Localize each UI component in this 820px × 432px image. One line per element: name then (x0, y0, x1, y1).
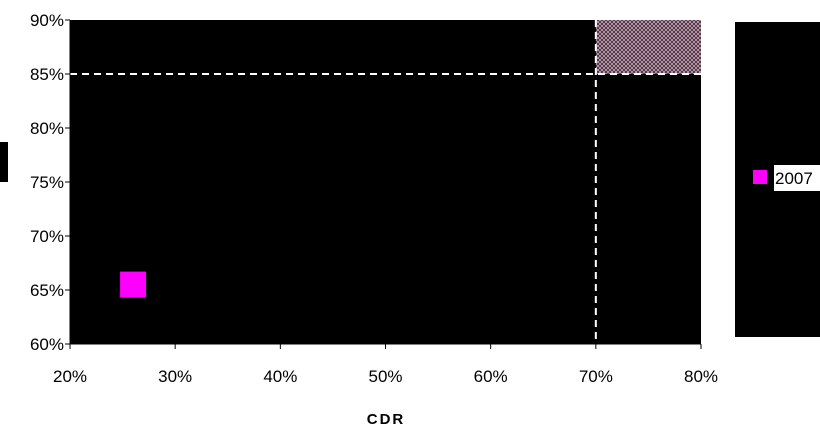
x-tick-label: 20% (53, 367, 87, 386)
y-tick-label: 65% (30, 281, 64, 300)
x-axis-title: CDR (367, 411, 406, 428)
y-tick-label: 85% (30, 65, 64, 84)
x-tick-label: 30% (158, 367, 192, 386)
legend-swatch-2007 (753, 170, 767, 184)
y-tick-label: 70% (30, 227, 64, 246)
y-tick-label: 90% (30, 11, 64, 30)
y-tick-label: 60% (30, 335, 64, 354)
x-tick-label: 40% (263, 367, 297, 386)
y-tick-label: 80% (30, 119, 64, 138)
x-tick-label: 50% (368, 367, 402, 386)
legend-label-bg (774, 165, 820, 191)
x-tick-label: 80% (684, 367, 718, 386)
x-tick-label: 60% (474, 367, 508, 386)
y-axis-title-box (0, 142, 8, 182)
data-point-2007-0 (120, 271, 147, 298)
x-tick-label: 70% (579, 367, 613, 386)
legend-label-2007: 2007 (775, 169, 813, 188)
target-region (595, 20, 701, 74)
y-tick-label: 75% (30, 173, 64, 192)
